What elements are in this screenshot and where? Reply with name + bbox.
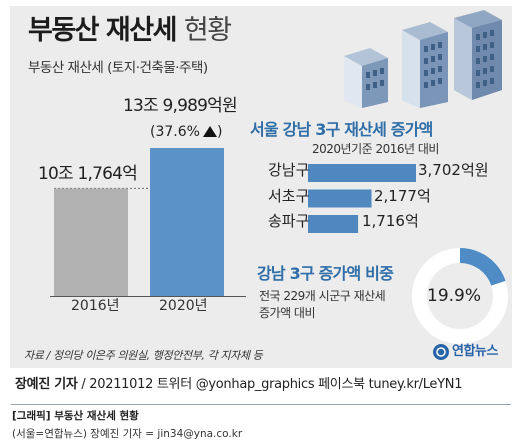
- district-section-title: 서울 강남 3구 재산세 증가액: [250, 120, 433, 139]
- page-title: 부동산 재산세 현황: [28, 15, 232, 46]
- district-label-gangnam: 강남구: [268, 161, 310, 179]
- share-value-label: 19.9%: [427, 286, 482, 306]
- credit-line: 장예진 기자 / 20211012 트위터 @yonhap_graphics 페…: [15, 377, 463, 392]
- donut-share-slice: [460, 248, 506, 286]
- value-label-2016: 10조 1,764억: [38, 164, 138, 184]
- share-desc-line-1: 전국 229개 시군구 재산세: [259, 289, 386, 303]
- bar-서초구: [308, 189, 372, 208]
- district-bar-chart: [308, 164, 416, 233]
- bar-2020년: [150, 148, 224, 296]
- caption-title: [그래픽] 부동산 재산세 현황: [12, 410, 139, 422]
- district-section-subtitle: 2020년기준 2016년 대비: [312, 142, 439, 156]
- bar-강남구: [308, 164, 416, 182]
- value-label-2020: 13조 9,989억원: [123, 96, 238, 116]
- district-label-seocho: 서초구: [268, 187, 310, 205]
- logo-text: 연합뉴스: [452, 344, 498, 359]
- share-section-title: 강남 3구 증가액 비중: [257, 264, 394, 283]
- yonhap-logo-icon: [433, 344, 449, 360]
- district-label-songpa: 송파구: [268, 212, 310, 230]
- year-label-2016: 2016년: [71, 298, 120, 314]
- apartment-buildings-icon: [344, 10, 502, 108]
- source-text: 자료 / 정의당 이은주 의원실, 행정안전부, 각 지자체 등: [24, 349, 263, 362]
- bar-2016년: [54, 188, 128, 296]
- increase-label: (37.6%): [150, 124, 223, 140]
- year-label-2020: 2020년: [159, 298, 208, 314]
- main-bar-chart: [50, 148, 246, 297]
- district-value-seocho: 2,177억: [374, 187, 431, 205]
- caption-divider: [11, 404, 511, 405]
- caption-credit: (서울=연합뉴스) 장예진 기자 = jin34@yna.co.kr: [12, 428, 243, 440]
- bar-송파구: [308, 215, 359, 233]
- share-desc-line-2: 증가액 대비: [259, 306, 316, 320]
- share-donut-chart: [412, 248, 508, 344]
- district-value-songpa: 1,716억: [362, 212, 419, 230]
- page-subtitle: 부동산 재산세 (토지·건축물·주택): [28, 60, 208, 76]
- district-value-gangnam: 3,702억원: [418, 161, 489, 179]
- up-arrow-icon: [202, 126, 217, 137]
